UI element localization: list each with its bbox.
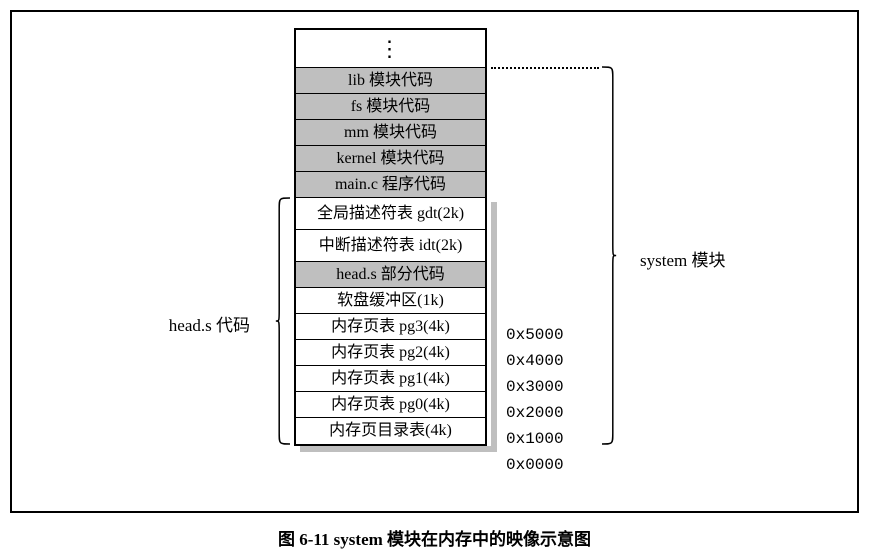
memory-cell-11: 内存页表 pg2(4k) <box>296 340 485 366</box>
left-brace <box>258 196 298 446</box>
memory-cell-2: fs 模块代码 <box>296 94 485 120</box>
memory-stack: ⋮lib 模块代码fs 模块代码mm 模块代码kernel 模块代码main.c… <box>294 28 487 446</box>
address-label-1: 0x4000 <box>506 352 564 370</box>
memory-cell-7: 中断描述符表 idt(2k) <box>296 230 485 262</box>
memory-cell-8: head.s 部分代码 <box>296 262 485 288</box>
memory-cell-5: main.c 程序代码 <box>296 172 485 198</box>
address-label-5: 0x0000 <box>506 456 564 474</box>
memory-cell-10: 内存页表 pg3(4k) <box>296 314 485 340</box>
memory-cell-0: ⋮ <box>296 30 485 68</box>
right-brace-label: system 模块 <box>640 246 725 271</box>
address-label-0: 0x5000 <box>506 326 564 344</box>
memory-cell-14: 内存页目录表(4k) <box>296 418 485 444</box>
memory-cell-6: 全局描述符表 gdt(2k) <box>296 198 485 230</box>
address-label-2: 0x3000 <box>506 378 564 396</box>
memory-cell-4: kernel 模块代码 <box>296 146 485 172</box>
memory-cell-9: 软盘缓冲区(1k) <box>296 288 485 314</box>
left-brace-label: head.s 代码 <box>150 311 250 336</box>
right-brace <box>598 65 638 446</box>
memory-cell-3: mm 模块代码 <box>296 120 485 146</box>
dotted-connector <box>491 67 599 69</box>
figure-caption: 图 6-11 system 模块在内存中的映像示意图 <box>0 525 869 550</box>
memory-cell-12: 内存页表 pg1(4k) <box>296 366 485 392</box>
stack-shadow-bottom <box>300 446 497 452</box>
stack-shadow-right <box>491 202 497 450</box>
memory-cell-1: lib 模块代码 <box>296 68 485 94</box>
address-label-4: 0x1000 <box>506 430 564 448</box>
address-label-3: 0x2000 <box>506 404 564 422</box>
memory-cell-13: 内存页表 pg0(4k) <box>296 392 485 418</box>
